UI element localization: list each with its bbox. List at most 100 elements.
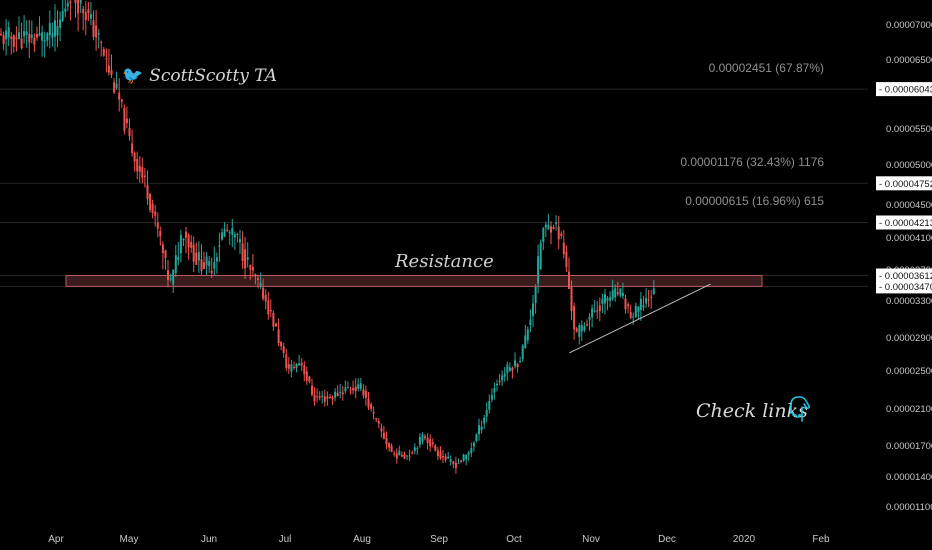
candle-body (287, 364, 290, 369)
candle-body (436, 450, 439, 457)
candle-body (444, 456, 447, 461)
candlestick-series (0, 0, 655, 474)
candle-body (501, 375, 504, 381)
candle-body (606, 298, 609, 301)
candle-body (61, 11, 64, 21)
candle-body (652, 288, 655, 294)
candle-body (293, 367, 295, 368)
candle-body (490, 394, 493, 400)
candle-body (136, 159, 139, 172)
candle-body (280, 341, 283, 347)
candle-body (246, 257, 249, 260)
candle-body (69, 1, 72, 4)
candle-body (87, 9, 90, 14)
candle-body (418, 436, 421, 445)
candle-body (97, 33, 100, 35)
candle-body (56, 26, 59, 36)
candle-body (221, 232, 223, 240)
check-links-note: Check links (696, 400, 808, 422)
candle-body (149, 193, 152, 211)
price-tick-label: 0.00002100 (886, 404, 932, 415)
candle-body (169, 278, 172, 280)
candle-body (416, 448, 419, 450)
candle-body (573, 306, 576, 330)
candle-body (0, 33, 2, 35)
candle-body (131, 143, 134, 154)
candle-body (231, 228, 234, 235)
candle-body (346, 387, 349, 388)
candle-body (51, 33, 54, 38)
candle-body (257, 278, 259, 280)
candle-body (151, 203, 154, 213)
candle-body (578, 325, 581, 337)
candle-body (547, 224, 550, 230)
candle-body (254, 274, 257, 277)
candle-body (514, 360, 516, 367)
candle-body (357, 384, 360, 389)
candle-body (339, 391, 342, 393)
candle-body (223, 228, 226, 237)
candle-body (639, 298, 642, 310)
candle-body (449, 459, 452, 463)
candle-body (588, 317, 591, 320)
candle-body (172, 269, 175, 285)
candle-body (393, 453, 396, 455)
candle-body (388, 443, 391, 448)
candle-body (439, 451, 442, 459)
candle-body (146, 184, 149, 199)
price-marker-box (876, 268, 932, 283)
candle-body (560, 233, 563, 236)
candle-body (143, 175, 146, 177)
candle-body (156, 222, 159, 229)
price-tick-label: 0.00004100 (886, 233, 932, 244)
fib-level-label: 0.00000615 (16.96%) 615 (685, 194, 824, 208)
candle-body (457, 462, 460, 464)
candle-body (208, 261, 211, 266)
candle-body (264, 294, 267, 302)
candle-body (329, 397, 331, 399)
candle-body (424, 436, 426, 439)
twitter-bird-icon: 🐦 (122, 66, 144, 86)
candle-body (164, 250, 167, 258)
candle-body (161, 244, 164, 253)
candle-body (46, 33, 49, 41)
candle-body (244, 249, 247, 269)
candle-body (403, 453, 406, 459)
candle-body (462, 454, 465, 461)
candle-body (364, 390, 367, 398)
candle-body (370, 404, 373, 409)
candle-body (251, 267, 254, 271)
candle-body (475, 434, 478, 441)
candle-body (23, 31, 26, 37)
candle-body (601, 298, 604, 304)
candle-body (159, 231, 162, 237)
candle-body (406, 455, 409, 457)
candle-body (411, 452, 414, 454)
candle-body (15, 37, 18, 40)
candle-body (621, 293, 624, 297)
candle-body (115, 83, 118, 88)
price-marker-box (876, 82, 932, 97)
candle-body (64, 8, 67, 12)
candle-body (352, 388, 355, 391)
time-tick-label: Aug (353, 534, 371, 545)
candle-body (249, 265, 252, 270)
candle-body (133, 152, 136, 162)
candle-body (557, 226, 560, 240)
candle-body (395, 453, 398, 459)
candle-body (465, 454, 468, 460)
candle-body (321, 395, 324, 397)
candle-body (326, 396, 329, 399)
candle-body (192, 244, 195, 262)
candle-body (382, 432, 385, 439)
candle-body (526, 329, 529, 341)
candle-body (30, 34, 33, 38)
candle-body (318, 396, 321, 398)
candle-body (624, 298, 627, 310)
candle-body (478, 425, 480, 435)
candle-body (575, 328, 578, 332)
candle-body (380, 428, 383, 432)
candle-body (519, 360, 522, 362)
candle-body (562, 242, 565, 255)
price-tick-label: 0.00004500 (886, 200, 932, 211)
